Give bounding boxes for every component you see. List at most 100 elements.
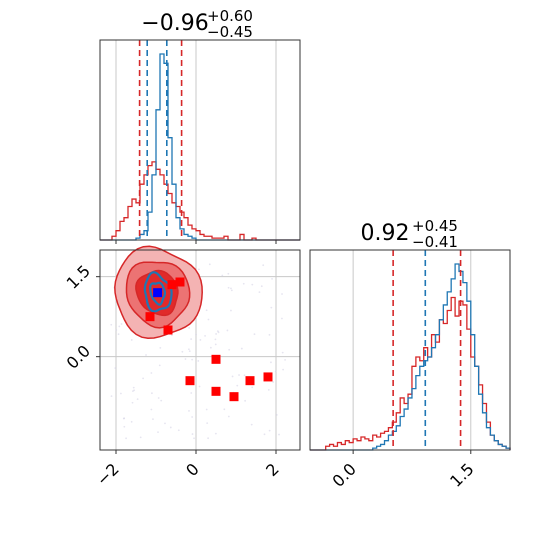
joint-scatter-point — [267, 389, 270, 391]
joint-scatter-point — [281, 351, 284, 354]
joint-scatter-point — [238, 374, 240, 376]
joint-scatter-point — [223, 408, 226, 411]
joint-scatter-point — [191, 433, 194, 435]
joint-scatter-point — [187, 348, 190, 351]
joint-scatter-point — [250, 423, 253, 426]
joint-scatter-point — [151, 392, 153, 395]
joint-y-tick-label: 1.5 — [63, 261, 94, 292]
param1-title: −0.96 — [141, 11, 208, 36]
joint-marker-red — [263, 372, 273, 382]
joint-scatter-point — [114, 367, 117, 369]
param2-x-tick-label: 0.0 — [329, 459, 360, 490]
joint-scatter-point — [130, 420, 133, 423]
joint-scatter-point — [110, 323, 113, 326]
joint-scatter-point — [142, 377, 145, 380]
joint-scatter-point — [253, 333, 256, 336]
joint-scatter-point — [272, 381, 275, 383]
joint-scatter-point — [120, 392, 122, 395]
joint-scatter-point — [227, 415, 230, 418]
joint-scatter-point — [159, 346, 162, 349]
joint-scatter-point — [206, 422, 209, 424]
joint-scatter-point — [157, 431, 159, 434]
joint-scatter-point — [263, 433, 266, 436]
joint-scatter-point — [205, 309, 208, 312]
joint-contour-red-mid — [125, 261, 191, 329]
joint-scatter-point — [208, 263, 211, 266]
joint-marker-red — [211, 354, 221, 364]
param2-title-lower: −0.41 — [412, 233, 458, 251]
joint-scatter-point — [133, 389, 136, 392]
joint-scatter-point — [122, 417, 125, 420]
joint-scatter-point — [214, 343, 217, 346]
joint-scatter-point — [184, 358, 187, 360]
joint-scatter-point — [275, 413, 278, 416]
param2-histogram-panel: 0.0 1.5 0.92 +0.45 −0.41 — [309, 217, 511, 491]
joint-scatter-point — [284, 358, 286, 361]
joint-scatter-point — [131, 401, 134, 404]
joint-scatter-point — [214, 432, 217, 435]
joint-marker-red — [145, 312, 155, 322]
joint-x-tick-label: 0 — [182, 459, 203, 480]
joint-scatter-point — [188, 410, 190, 412]
joint-y-tick-label: 0.0 — [63, 341, 94, 372]
param2-title-upper: +0.45 — [412, 217, 458, 235]
joint-scatter-point — [190, 338, 193, 340]
param2-histogram-red — [310, 296, 511, 451]
joint-scatter-point — [177, 429, 180, 432]
joint-scatter-point — [216, 330, 219, 333]
joint-scatter-point — [181, 350, 184, 353]
joint-scatter-point — [268, 429, 271, 432]
joint-scatter-point — [191, 416, 194, 418]
joint-scatter-point — [188, 350, 191, 353]
joint-scatter-point — [136, 398, 139, 401]
joint-scatter-point — [150, 372, 153, 374]
joint-scatter-point — [188, 326, 191, 329]
joint-scatter-point — [160, 399, 163, 402]
joint-scatter-point — [236, 384, 239, 387]
joint-scatter-point — [260, 285, 263, 288]
joint-scatter-point — [199, 339, 202, 341]
joint-scatter-point — [274, 370, 277, 373]
joint-scatter-point — [164, 422, 166, 425]
joint-scatter-point — [198, 385, 201, 388]
joint-scatter-point — [251, 386, 254, 389]
joint-scatter-point — [282, 368, 284, 371]
joint-marker-red — [245, 376, 255, 386]
joint-scatter-point — [152, 418, 154, 421]
joint-scatter-point — [118, 325, 121, 328]
joint-marker-red — [211, 386, 221, 396]
param2-frame — [309, 249, 511, 451]
joint-scatter-point — [227, 286, 230, 289]
joint-scatter-point — [207, 318, 210, 321]
param2-histogram-blue — [310, 263, 511, 451]
joint-frame — [99, 249, 301, 451]
joint-scatter-point — [270, 306, 273, 309]
joint-scatter-point — [120, 323, 123, 325]
joint-scatter-point — [207, 437, 210, 440]
param1-title-upper: +0.60 — [207, 7, 253, 25]
joint-scatter-point — [205, 408, 208, 411]
joint-marker-red — [167, 280, 177, 290]
joint-marker-red — [163, 325, 173, 335]
joint-panel: −2 0 2 0.0 1.5 — [63, 245, 301, 490]
joint-scatter-point — [193, 437, 195, 440]
joint-scatter-point — [125, 437, 127, 440]
joint-scatter-point — [271, 277, 273, 280]
joint-scatter-point — [204, 334, 206, 337]
joint-scatter-point — [150, 408, 153, 411]
joint-scatter-point — [281, 293, 283, 295]
joint-scatter-point — [240, 347, 243, 350]
joint-scatter-point — [262, 264, 265, 267]
joint-scatter-point — [231, 375, 234, 378]
joint-scatter-point — [227, 272, 230, 275]
joint-contour-blue-outer — [143, 271, 173, 313]
param1-title-lower: −0.45 — [207, 23, 253, 41]
joint-scatter-point — [230, 309, 232, 312]
joint-scatter-point — [251, 283, 254, 286]
joint-scatter-point — [130, 339, 133, 341]
joint-marker-blue — [153, 288, 163, 298]
param2-x-tick-label: 1.5 — [446, 459, 477, 490]
param1-frame — [99, 39, 301, 241]
joint-scatter-point — [214, 338, 217, 341]
